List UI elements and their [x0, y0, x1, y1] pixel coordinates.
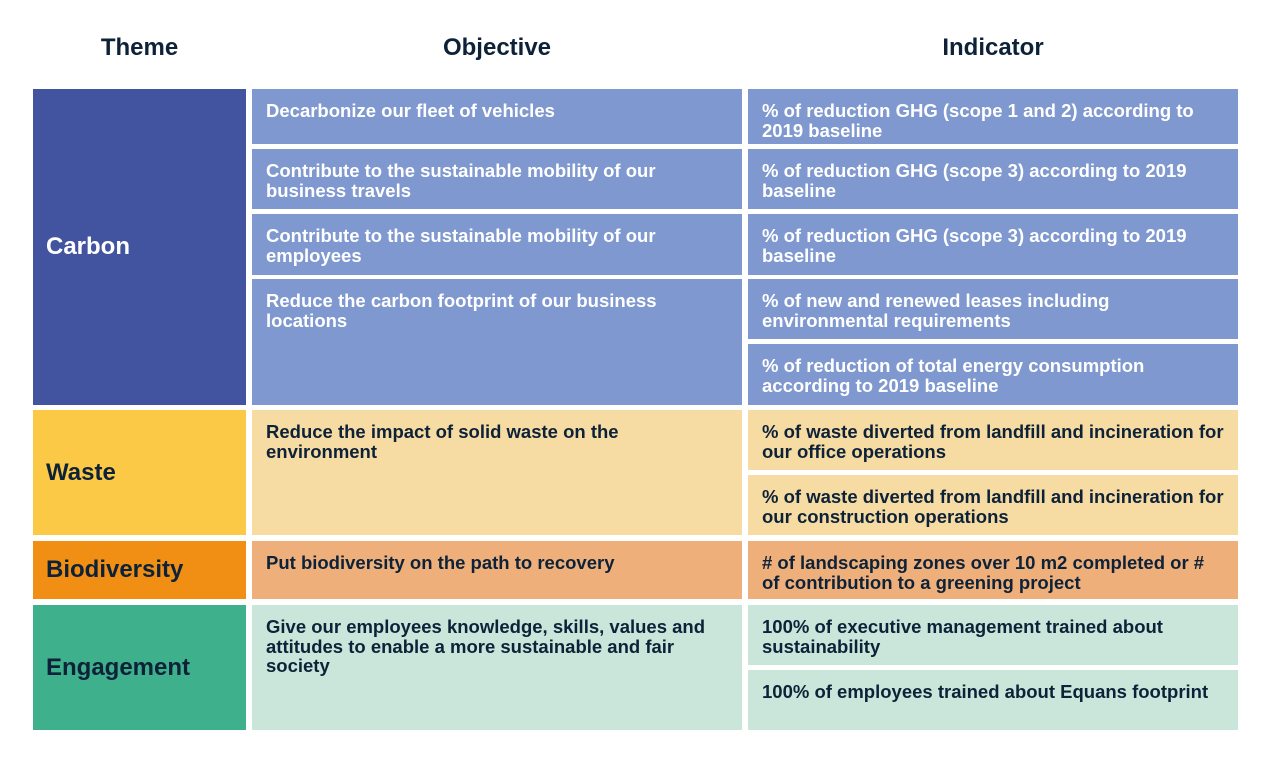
- indicator-carbon-5: % of reduction of total energy consumpti…: [748, 344, 1238, 405]
- indicator-engagement-1: 100% of executive management trained abo…: [748, 605, 1238, 665]
- objective-carbon-1: Decarbonize our fleet of vehicles: [252, 89, 742, 144]
- objective-carbon-4: Reduce the carbon footprint of our busin…: [252, 279, 742, 405]
- column-header-theme: Theme: [100, 34, 179, 61]
- indicator-engagement-2: 100% of employees trained about Equans f…: [748, 670, 1238, 730]
- objective-carbon-2: Contribute to the sustainable mobility o…: [252, 149, 742, 209]
- indicator-waste-1: % of waste diverted from landfill and in…: [748, 410, 1238, 470]
- objective-biodiversity-1: Put biodiversity on the path to recovery: [252, 541, 742, 599]
- indicator-carbon-3: % of reduction GHG (scope 3) according t…: [748, 214, 1238, 275]
- indicator-biodiversity-1: # of landscaping zones over 10 m2 comple…: [748, 541, 1238, 599]
- objective-waste-1: Reduce the impact of solid waste on the …: [252, 410, 742, 535]
- theme-carbon: Carbon: [33, 89, 246, 405]
- theme-biodiversity: Biodiversity: [33, 541, 246, 599]
- indicator-carbon-2: % of reduction GHG (scope 3) according t…: [748, 149, 1238, 209]
- indicator-carbon-1: % of reduction GHG (scope 1 and 2) accor…: [748, 89, 1238, 144]
- indicator-carbon-4: % of new and renewed leases including en…: [748, 279, 1238, 339]
- indicator-waste-2: % of waste diverted from landfill and in…: [748, 475, 1238, 535]
- column-header-indicator: Indicator: [942, 34, 1044, 61]
- objective-carbon-3: Contribute to the sustainable mobility o…: [252, 214, 742, 275]
- theme-engagement: Engagement: [33, 605, 246, 730]
- column-header-objective: Objective: [442, 34, 552, 61]
- theme-waste: Waste: [33, 410, 246, 535]
- objective-engagement-1: Give our employees knowledge, skills, va…: [252, 605, 742, 730]
